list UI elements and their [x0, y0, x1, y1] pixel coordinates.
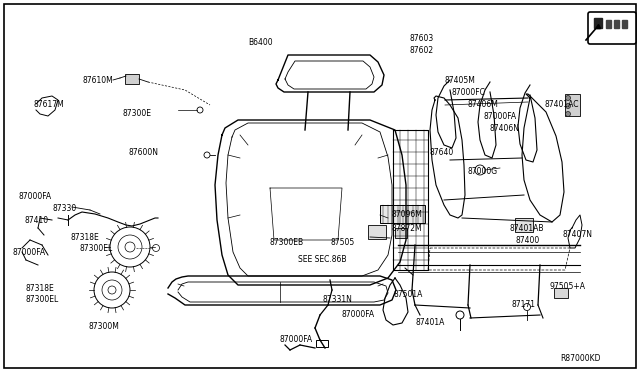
Text: 87501A: 87501A — [394, 290, 424, 299]
Text: 87300EL: 87300EL — [79, 244, 112, 253]
Bar — [515, 218, 533, 232]
Polygon shape — [594, 18, 602, 28]
Text: 87300E: 87300E — [122, 109, 151, 118]
Text: 87617M: 87617M — [33, 100, 64, 109]
Bar — [554, 288, 568, 298]
Text: SEE SEC.86B: SEE SEC.86B — [298, 255, 346, 264]
Text: 87000FC: 87000FC — [452, 88, 486, 97]
Text: 87171: 87171 — [512, 300, 536, 309]
Text: 87401AB: 87401AB — [510, 224, 545, 233]
Text: 87400: 87400 — [516, 236, 540, 245]
Bar — [368, 225, 386, 239]
Text: 97505+A: 97505+A — [550, 282, 586, 291]
Circle shape — [566, 96, 570, 100]
Text: 87000FA: 87000FA — [342, 310, 375, 319]
Text: 87000FA: 87000FA — [18, 192, 51, 201]
Text: 87300M: 87300M — [88, 322, 119, 331]
Text: 87000FA: 87000FA — [280, 335, 313, 344]
Text: 87872M: 87872M — [392, 224, 422, 233]
Circle shape — [566, 103, 570, 109]
Text: 87406N: 87406N — [490, 124, 520, 133]
Text: 87318E: 87318E — [25, 284, 54, 293]
FancyBboxPatch shape — [588, 12, 636, 44]
Polygon shape — [606, 20, 611, 28]
Text: 87401AC: 87401AC — [545, 100, 579, 109]
Text: 87410: 87410 — [24, 216, 48, 225]
Text: 87603: 87603 — [410, 34, 435, 43]
Text: 87401A: 87401A — [416, 318, 445, 327]
Text: 87600N: 87600N — [128, 148, 158, 157]
Text: 87000FA: 87000FA — [12, 248, 45, 257]
Bar — [380, 205, 425, 223]
Text: 87000FA: 87000FA — [484, 112, 517, 121]
Text: 87406M: 87406M — [468, 100, 499, 109]
Bar — [125, 74, 139, 84]
Polygon shape — [622, 20, 627, 28]
Bar — [565, 94, 580, 116]
Polygon shape — [614, 20, 619, 28]
Bar — [395, 228, 407, 238]
Text: 87610M: 87610M — [82, 76, 113, 85]
Text: 87640: 87640 — [430, 148, 454, 157]
Text: 87331N: 87331N — [323, 295, 353, 304]
Circle shape — [566, 112, 570, 116]
Text: 87407N: 87407N — [563, 230, 593, 239]
Text: B6400: B6400 — [248, 38, 273, 47]
Text: 87318E: 87318E — [70, 233, 99, 242]
Text: 87330: 87330 — [52, 204, 76, 213]
Text: 87602: 87602 — [410, 46, 434, 55]
Text: 87405M: 87405M — [445, 76, 476, 85]
Bar — [316, 340, 328, 347]
Text: 87505: 87505 — [331, 238, 355, 247]
Text: 87300EL: 87300EL — [25, 295, 58, 304]
Text: 87000G: 87000G — [468, 167, 498, 176]
Text: 87300EB: 87300EB — [270, 238, 304, 247]
Text: R87000KD: R87000KD — [560, 354, 600, 363]
Text: 87096M: 87096M — [392, 210, 423, 219]
